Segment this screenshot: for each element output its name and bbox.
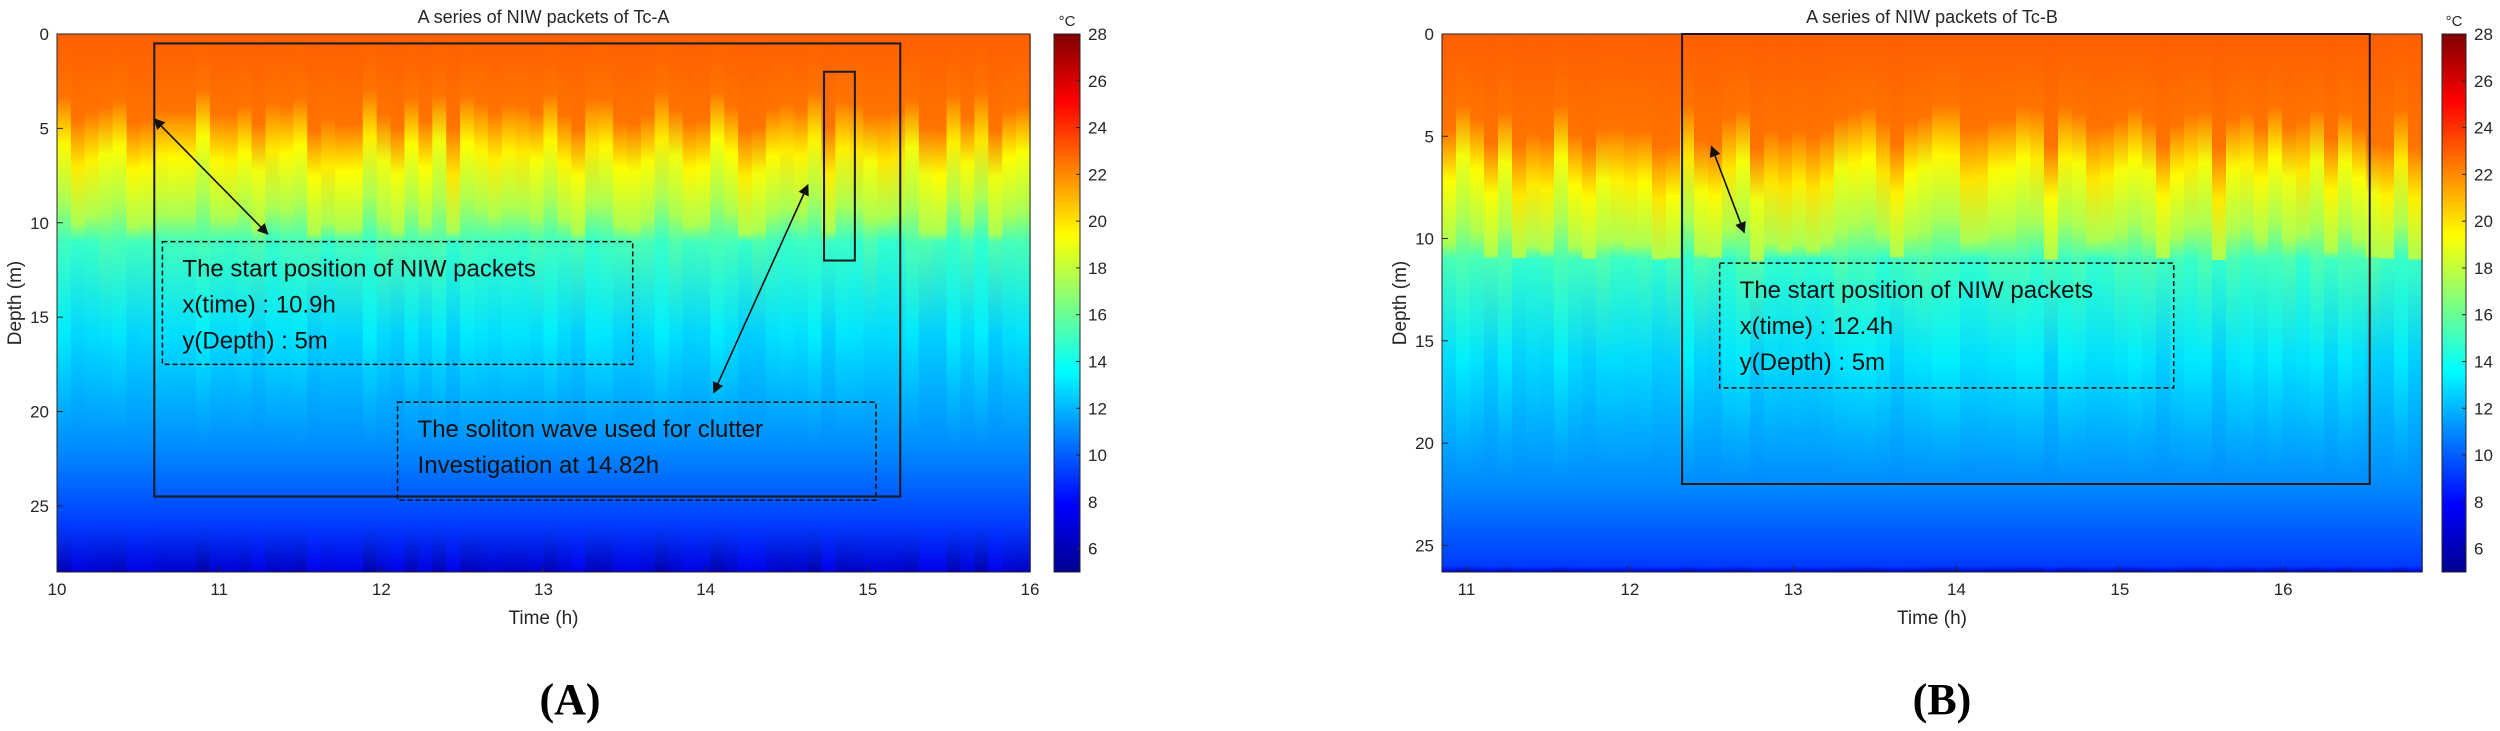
chart-title: A series of NIW packets of Tc-B: [1806, 7, 2058, 27]
annotation-arrow: [1709, 145, 1746, 234]
x-axis-label: Time (h): [508, 608, 578, 629]
colorbar-tick-label: 8: [1088, 493, 1097, 512]
x-axis-label: Time (h): [1897, 608, 1967, 629]
annotation-box: [1718, 262, 2175, 389]
annotation-text: x(time) : 12.4h: [1740, 313, 1893, 340]
y-tick-label: 15: [30, 308, 49, 327]
colorbar-unit: °C: [1059, 13, 1076, 30]
annotation-text: y(Depth) : 5m: [182, 328, 327, 355]
colorbar-tick-label: 18: [2474, 259, 2493, 278]
x-tick-label: 14: [696, 580, 715, 599]
x-tick-label: 11: [1458, 580, 1476, 599]
x-tick-label: 16: [1021, 580, 1040, 599]
y-tick-label: 20: [30, 403, 49, 422]
y-axis-label: Depth (m): [1390, 261, 1411, 345]
highlight-region: [823, 70, 856, 262]
colorbar-tick-label: 10: [1088, 446, 1107, 465]
x-tick-label: 10: [48, 580, 67, 599]
chart-title: A series of NIW packets of Tc-A: [418, 7, 670, 27]
annotation-text: y(Depth) : 5m: [1740, 349, 1885, 376]
y-tick-label: 5: [40, 119, 49, 138]
highlight-region: [1681, 33, 2371, 486]
x-tick-label: 12: [372, 580, 391, 599]
chart-tc-b: 11 12 13 14 15 16 0 5 10 15 20 25 A series of NIW pa…: [1390, 7, 2493, 629]
annotation-text: x(time) : 10.9h: [182, 292, 335, 319]
x-tick-label: 13: [1784, 580, 1803, 599]
annotation-box: [396, 401, 877, 502]
annotation-text: Investigation at 14.82h: [418, 452, 660, 479]
colorbar-tick-label: 16: [1088, 306, 1107, 325]
colorbar-tick-label: 26: [1088, 72, 1107, 91]
x-tick-label: 12: [1620, 580, 1639, 599]
annotation-text: The start position of NIW packets: [1740, 277, 2093, 304]
y-tick-label: 20: [1415, 434, 1434, 453]
y-tick-label: 10: [1415, 230, 1434, 249]
y-tick-label: 10: [30, 214, 49, 233]
colorbar-tick-label: 12: [1088, 399, 1107, 418]
x-tick-label: 15: [858, 580, 877, 599]
annotation-text: The soliton wave used for clutter: [418, 416, 764, 443]
y-tick-label: 25: [1415, 536, 1434, 555]
colorbar-tick-label: 28: [2474, 25, 2493, 44]
highlight-region: [153, 42, 902, 498]
colorbar-tick-label: 24: [1088, 119, 1107, 138]
colorbar-tick-label: 22: [2474, 165, 2493, 184]
annotation-arrow: [712, 183, 809, 394]
colorbar-tick-label: 6: [1088, 540, 1097, 559]
y-tick-label: 5: [1425, 127, 1434, 146]
colorbar: [1053, 33, 1081, 573]
colorbar-unit: °C: [2446, 13, 2463, 30]
chart-tc-a: 10 11 12 13 14 15 16 0 5 10 15 20 25 A series of NIW …: [5, 7, 1107, 629]
x-tick-label: 16: [2274, 580, 2293, 599]
colorbar-tick-label: 10: [2474, 446, 2493, 465]
colorbar-tick-label: 22: [1088, 165, 1107, 184]
colorbar-tick-label: 6: [2474, 540, 2483, 559]
annotation-box: [161, 240, 634, 366]
y-tick-label: 25: [30, 497, 49, 516]
colorbar-tick-label: 28: [1088, 25, 1107, 44]
colorbar-tick-label: 26: [2474, 72, 2493, 91]
temperature-field: [1442, 34, 2423, 572]
colorbar-tick-label: 18: [1088, 259, 1107, 278]
colorbar-tick-label: 14: [1088, 352, 1107, 371]
annotation-arrow: [153, 118, 269, 235]
x-tick-label: 11: [210, 580, 228, 599]
y-tick-label: 0: [40, 25, 49, 44]
colorbar-tick-label: 14: [2474, 352, 2493, 371]
y-tick-label: 0: [1425, 25, 1434, 44]
y-tick-label: 15: [1415, 332, 1434, 351]
x-tick-label: 15: [2110, 580, 2129, 599]
colorbar: [2441, 33, 2467, 573]
x-tick-label: 13: [534, 580, 553, 599]
x-tick-label: 14: [1947, 580, 1966, 599]
colorbar-tick-label: 16: [2474, 306, 2493, 325]
colorbar-tick-label: 12: [2474, 399, 2493, 418]
colorbar-tick-label: 8: [2474, 493, 2483, 512]
panel-label-a: (A): [539, 675, 600, 724]
y-axis-label: Depth (m): [5, 261, 26, 345]
colorbar-tick-label: 20: [1088, 212, 1107, 231]
colorbar-tick-label: 24: [2474, 119, 2493, 138]
annotation-text: The start position of NIW packets: [182, 256, 535, 283]
panel-label-b: (B): [1913, 675, 1972, 724]
colorbar-tick-label: 20: [2474, 212, 2493, 231]
